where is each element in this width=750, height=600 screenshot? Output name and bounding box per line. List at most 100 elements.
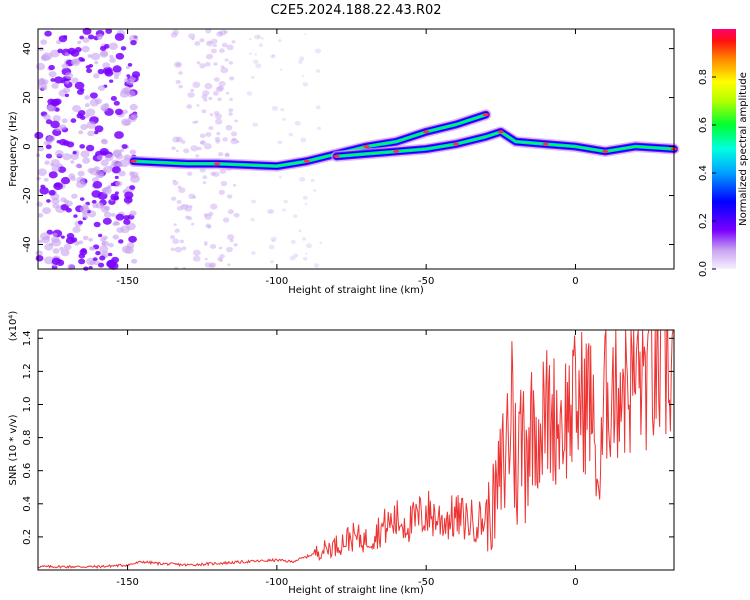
- x-tick-label: -150: [116, 577, 139, 588]
- spectral-speckle: [73, 58, 80, 64]
- spectral-speckle: [211, 38, 218, 44]
- spectral-speckle: [226, 234, 235, 241]
- spectral-speckle: [115, 153, 124, 160]
- spectral-speckle: [216, 31, 224, 37]
- spectral-speckle: [51, 165, 60, 172]
- spectral-speckle: [91, 190, 101, 198]
- spectral-speckle: [115, 180, 123, 187]
- spectral-speckle: [53, 182, 63, 191]
- colorbar-tick-label: 0.2: [698, 213, 709, 229]
- spectral-speckle: [208, 96, 213, 101]
- colorbar-tick-label: 0.4: [698, 165, 709, 181]
- spectral-speckle: [272, 54, 276, 57]
- spectral-speckle: [315, 105, 321, 110]
- spectral-speckle: [302, 82, 309, 87]
- spectral-speckle: [270, 236, 277, 242]
- x-tick-label: -50: [418, 577, 434, 588]
- spectral-speckle: [201, 94, 208, 100]
- spectral-speckle: [86, 121, 96, 129]
- spectral-speckle: [190, 145, 199, 152]
- spectral-speckle: [85, 108, 96, 117]
- spectral-speckle: [302, 237, 307, 241]
- spectral-speckle: [219, 254, 225, 259]
- spectral-speckle: [205, 53, 214, 60]
- spectral-speckle: [304, 33, 307, 36]
- spectral-speckle: [226, 246, 233, 253]
- spectral-speckle: [120, 46, 127, 51]
- spectral-speckle: [121, 144, 128, 150]
- spectral-speckle: [50, 98, 60, 107]
- spectral-speckle: [192, 249, 201, 256]
- spectral-speckle: [199, 38, 205, 43]
- spectral-speckle: [319, 241, 323, 245]
- spectral-speckle: [107, 184, 112, 189]
- spectral-speckle: [60, 197, 67, 203]
- spectral-speckle: [82, 157, 91, 164]
- spectral-speckle: [204, 262, 212, 268]
- spectral-speckle: [184, 205, 193, 212]
- spectral-speckle: [219, 168, 227, 174]
- spectral-speckle: [63, 243, 72, 251]
- spectral-speckle: [79, 205, 90, 214]
- colorbar-tick-label: 0.6: [698, 117, 709, 133]
- spectral-speckle: [52, 203, 60, 209]
- spectral-speckle: [78, 110, 86, 116]
- spectral-peak: [333, 154, 340, 158]
- spectral-speckle: [103, 211, 112, 218]
- spectral-speckle: [215, 118, 223, 125]
- spectral-speckle: [178, 84, 184, 89]
- spectral-speckle: [108, 242, 114, 248]
- spectral-speckle: [298, 229, 302, 233]
- spectral-speckle: [40, 184, 46, 189]
- spectral-speckle: [99, 45, 107, 52]
- spectral-speckle: [94, 125, 104, 133]
- spectral-speckle: [50, 159, 60, 167]
- spectral-speckle: [40, 53, 50, 62]
- spectral-speckle: [84, 103, 90, 108]
- spectral-speckle: [208, 211, 214, 217]
- spectral-speckle: [39, 187, 49, 195]
- spectral-peak: [482, 113, 489, 117]
- spectral-peak: [602, 149, 609, 153]
- spectral-speckle: [40, 77, 45, 82]
- spectral-speckle: [313, 189, 317, 192]
- spectral-speckle: [34, 131, 44, 140]
- spectral-speckle: [226, 44, 234, 51]
- spectral-speckle: [209, 262, 217, 268]
- spectral-speckle: [85, 144, 95, 152]
- spectral-speckle: [65, 80, 70, 85]
- spectral-speckle: [218, 246, 223, 250]
- spectral-speckle: [172, 179, 176, 183]
- spectral-speckle: [40, 39, 48, 45]
- spectral-speckle: [199, 63, 206, 69]
- spectral-speckle: [108, 42, 118, 50]
- spectral-speckle: [128, 235, 137, 243]
- colorbar-label: Normalized spectral amplitude: [738, 72, 749, 226]
- spectral-speckle: [72, 226, 81, 234]
- spectral-speckle: [80, 150, 90, 158]
- spectral-speckle: [84, 215, 89, 219]
- spectral-speckle: [250, 218, 255, 222]
- spectral-speckle: [123, 219, 131, 225]
- spectral-speckle: [279, 68, 283, 71]
- spectral-speckle: [169, 235, 176, 240]
- spectral-speckle: [204, 241, 208, 244]
- spectral-speckle: [224, 152, 230, 157]
- spectral-speckle: [213, 62, 218, 66]
- spectral-peak: [423, 130, 430, 134]
- spectral-speckle: [185, 204, 190, 208]
- spectral-speckle: [227, 209, 234, 215]
- spectral-speckle: [208, 41, 212, 44]
- spectral-speckle: [56, 140, 61, 144]
- spectral-speckle: [212, 43, 217, 48]
- spectral-speckle: [219, 29, 227, 36]
- y-tick-label: 40: [22, 42, 33, 55]
- x-tick-label: -100: [266, 577, 289, 588]
- x-tick-label: 0: [572, 577, 578, 588]
- spectral-speckle: [66, 232, 75, 240]
- spectral-speckle: [50, 49, 60, 58]
- spectral-speckle: [48, 171, 58, 179]
- spectral-speckle: [194, 41, 201, 46]
- spectral-speckle: [179, 239, 185, 244]
- spectral-speckle: [61, 118, 68, 124]
